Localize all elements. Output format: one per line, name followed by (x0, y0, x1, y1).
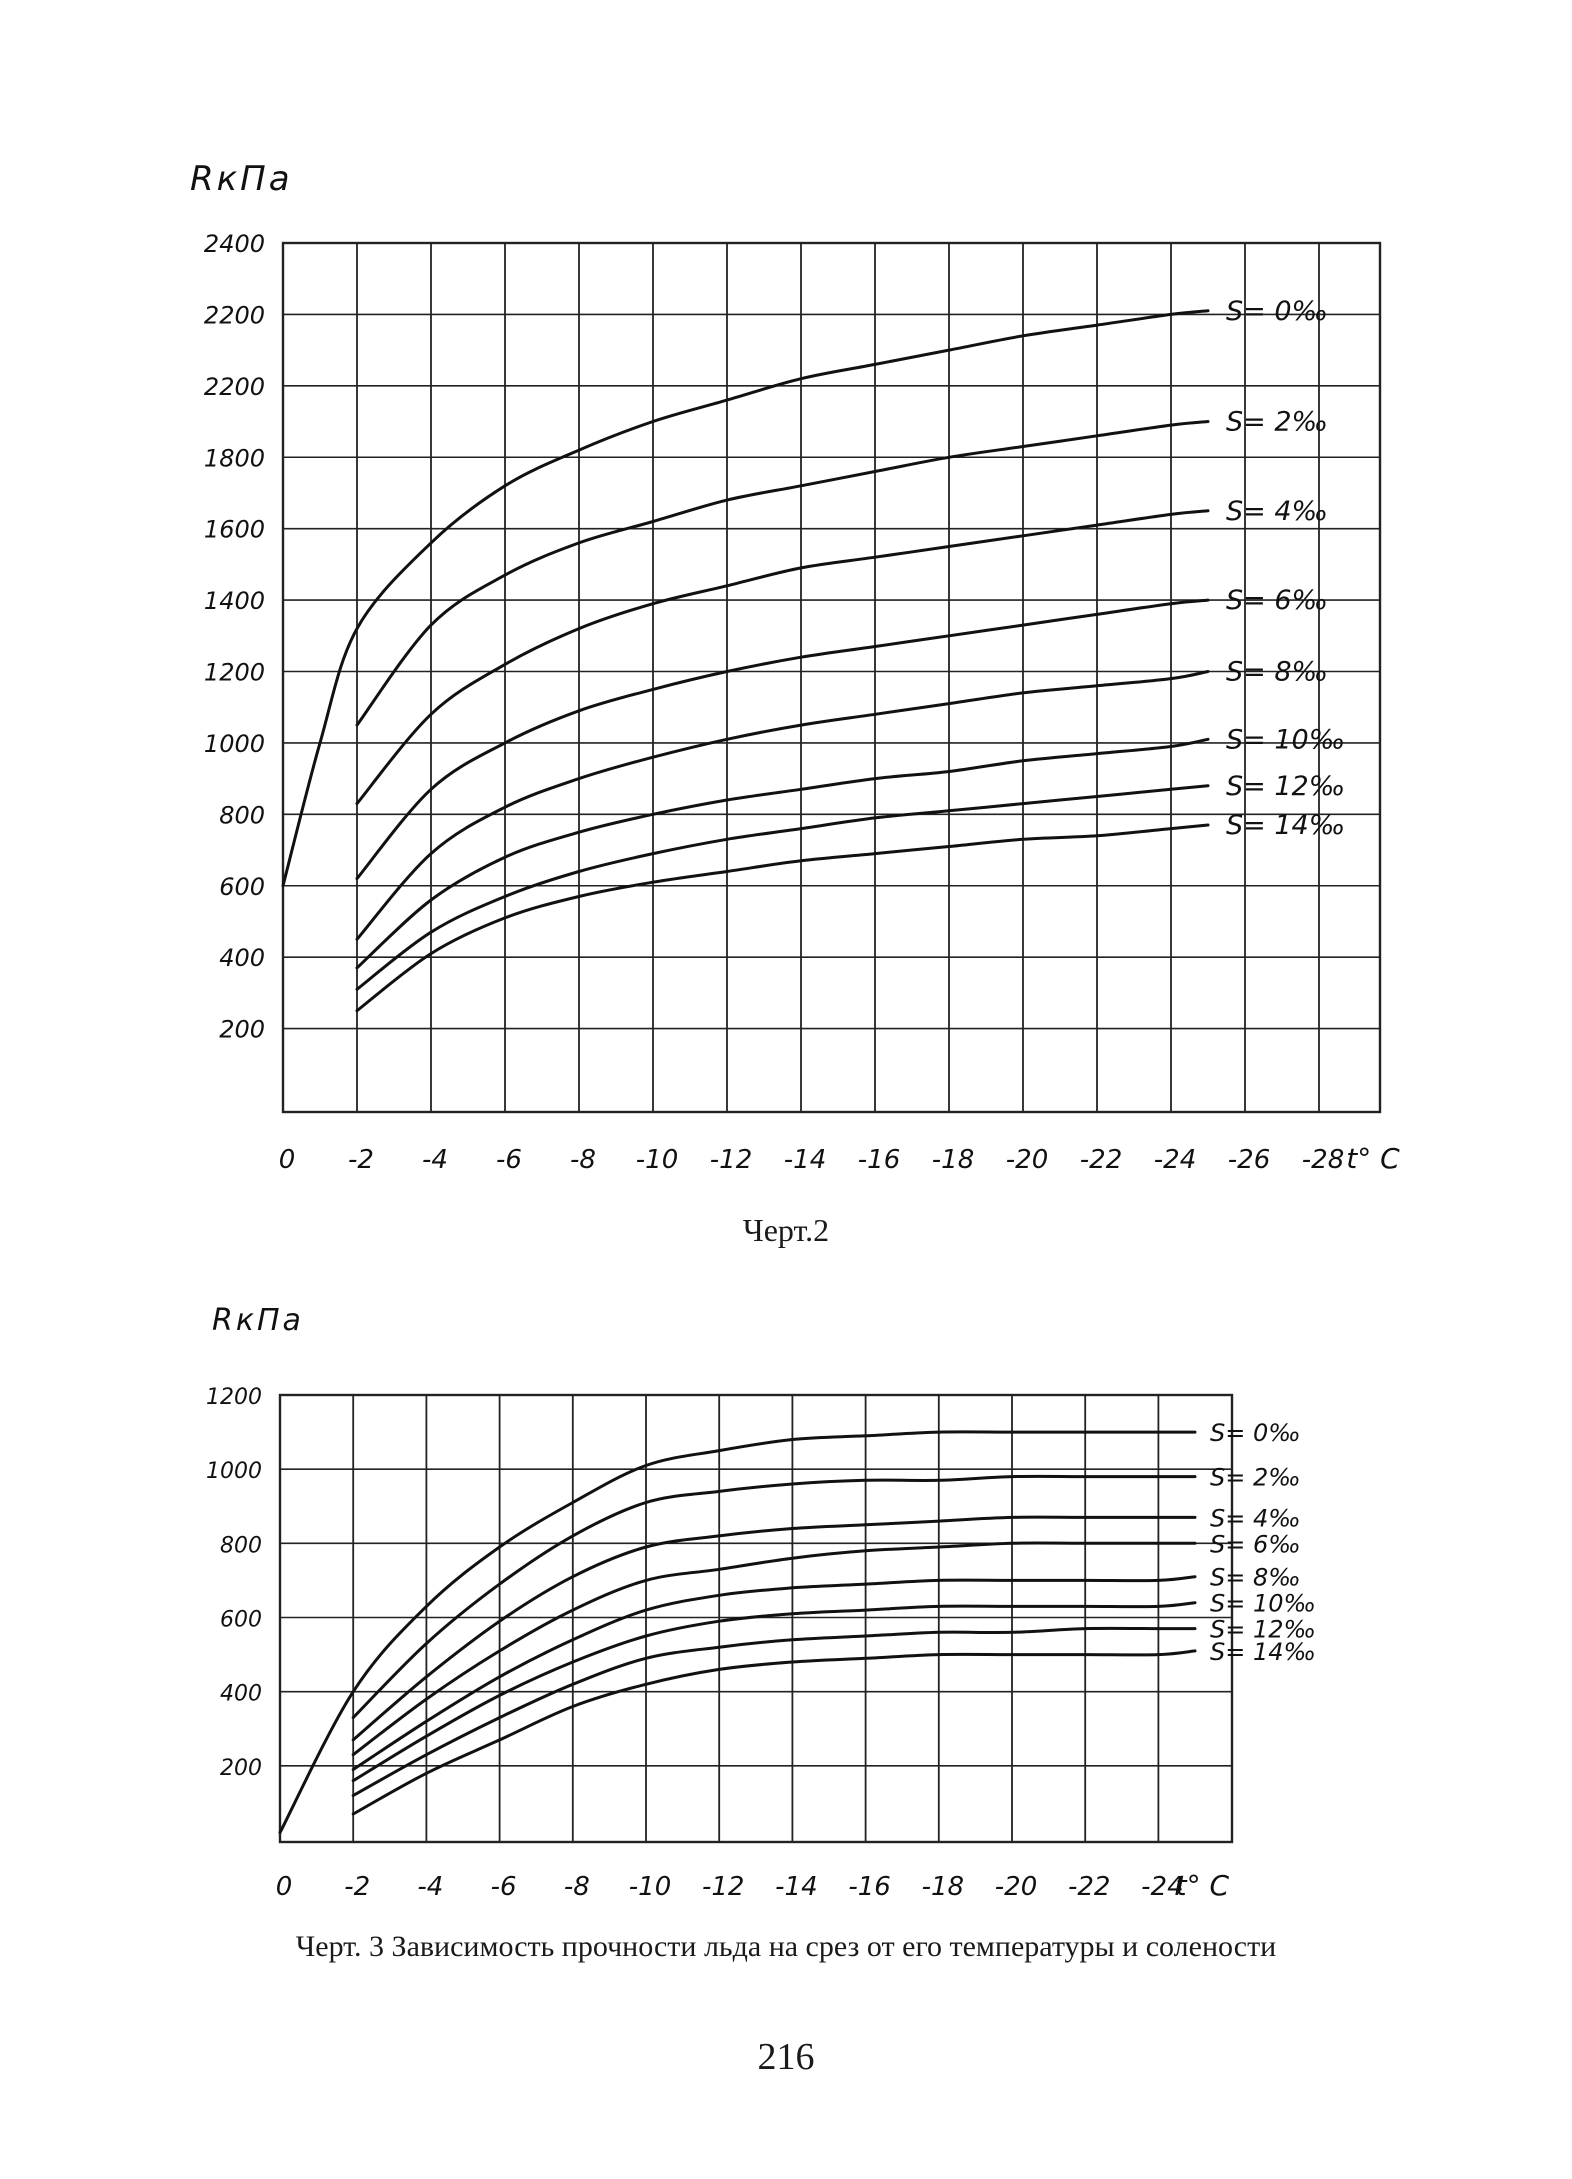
x-tick-label: -20 (995, 1872, 1037, 1902)
chart-3-shear-strength-low-range: 1200 1000 800 600 400 200 RкПа 0 -2 -4 -6 -8 -10 -12 -… (206, 1303, 1316, 1902)
page-number: 216 (757, 2036, 815, 2078)
x-tick-label: -16 (848, 1872, 890, 1902)
series-label: S= 6‰ (1210, 1530, 1301, 1558)
series-line-2 (351, 1474, 1197, 1720)
y-tick-label: 400 (220, 1682, 262, 1707)
chart-3-caption: Черт. 3 Зависимость прочности льда на ср… (295, 1930, 1277, 1963)
y-tick-label: 200 (220, 1756, 262, 1781)
x-tick-label: -22 (1080, 1145, 1122, 1175)
x-tick-label: -26 (1228, 1145, 1270, 1175)
y-axis-label: RкПа (212, 1303, 304, 1338)
series-label: S= 2‰ (1210, 1464, 1301, 1492)
x-tick-label: -22 (1068, 1872, 1110, 1902)
y-tick-label: 2200 (204, 373, 265, 401)
x-tick-label: -24 (1141, 1872, 1183, 1902)
y-tick-label: 1200 (204, 659, 265, 687)
y-tick-label: 800 (219, 801, 265, 829)
x-tick-label: -12 (710, 1145, 752, 1175)
series-line-10 (355, 737, 1210, 970)
series-label: S= 10‰ (1226, 724, 1345, 755)
series-label: S= 8‰ (1210, 1564, 1301, 1592)
series-label: S= 4‰ (1210, 1504, 1301, 1532)
x-tick-label: -12 (702, 1872, 744, 1902)
x-tick-label: -4 (417, 1872, 443, 1902)
series-label: S= 12‰ (1210, 1616, 1316, 1644)
series-line-12 (355, 784, 1210, 991)
series-label: S= 14‰ (1210, 1638, 1316, 1666)
y-tick-label: 800 (220, 1533, 262, 1558)
x-axis-label: t° C (1346, 1142, 1400, 1175)
x-tick-label: -2 (344, 1872, 370, 1902)
series-line-14 (351, 1649, 1197, 1816)
series-label: S= 2‰ (1226, 407, 1328, 438)
series-line-4 (355, 509, 1210, 806)
y-tick-label: 1200 (206, 1385, 262, 1410)
series-line-14 (355, 823, 1210, 1013)
series-line-12 (351, 1626, 1197, 1797)
x-tick-label: -10 (629, 1872, 671, 1902)
x-tick-label: -10 (636, 1145, 678, 1175)
series-label: S= 14‰ (1226, 810, 1345, 841)
x-tick-label: -14 (775, 1872, 817, 1902)
series-line-4 (351, 1515, 1197, 1742)
series-label: S= 0‰ (1210, 1419, 1301, 1447)
y-tick-label: 1800 (204, 444, 265, 472)
x-tick-label: -6 (491, 1872, 517, 1902)
y-tick-label: 2400 (204, 230, 265, 258)
plot-frame (278, 1393, 1234, 1844)
y-tick-label: 600 (219, 873, 265, 901)
y-tick-label: 600 (220, 1608, 262, 1633)
x-tick-label: 0 (279, 1145, 296, 1175)
x-tick-label: -8 (564, 1872, 590, 1902)
x-tick-label: -2 (348, 1145, 374, 1175)
y-tick-label: 2200 (204, 301, 265, 329)
x-tick-label: 0 (276, 1872, 293, 1902)
x-axis-label: t° C (1176, 1869, 1230, 1902)
x-tick-label: -8 (570, 1145, 596, 1175)
y-tick-label: 1000 (206, 1459, 262, 1484)
x-tick-label: -14 (784, 1145, 826, 1175)
chart-2-caption: Черт.2 (742, 1212, 830, 1248)
series-line-0 (281, 309, 1210, 888)
x-tick-label: -16 (858, 1145, 900, 1175)
series-line-6 (351, 1541, 1197, 1757)
series-line-6 (355, 598, 1210, 881)
x-tick-label: -18 (922, 1872, 964, 1902)
x-tick-label: -4 (422, 1145, 448, 1175)
series-label: S= 10‰ (1210, 1590, 1316, 1618)
series-line-2 (355, 420, 1210, 727)
y-tick-label: 400 (219, 944, 265, 972)
series-line-10 (351, 1601, 1197, 1783)
y-axis-label: RкПа (190, 159, 293, 199)
chart-2-shear-strength-high-range: 2400 2200 2200 1800 1600 1400 1200 1000 800 600 40… (190, 159, 1400, 1175)
series-line-8 (351, 1575, 1197, 1771)
series-label: S= 6‰ (1226, 585, 1328, 616)
plot-frame (281, 241, 1382, 1114)
series-label: S= 8‰ (1226, 657, 1328, 688)
y-tick-label: 1400 (204, 587, 265, 615)
series-label: S= 0‰ (1226, 296, 1328, 327)
x-tick-label: -18 (932, 1145, 974, 1175)
y-tick-label: 1600 (204, 516, 265, 544)
y-tick-label: 1000 (204, 730, 265, 758)
x-tick-label: -6 (496, 1145, 522, 1175)
series-label: S= 12‰ (1226, 771, 1345, 802)
x-tick-label: -20 (1006, 1145, 1048, 1175)
y-tick-label: 200 (219, 1016, 265, 1044)
series-line-8 (355, 670, 1210, 941)
x-tick-label: -24 (1154, 1145, 1196, 1175)
series-line-0 (278, 1430, 1197, 1835)
series-label: S= 4‰ (1226, 496, 1328, 527)
x-tick-label: -28 (1302, 1145, 1344, 1175)
